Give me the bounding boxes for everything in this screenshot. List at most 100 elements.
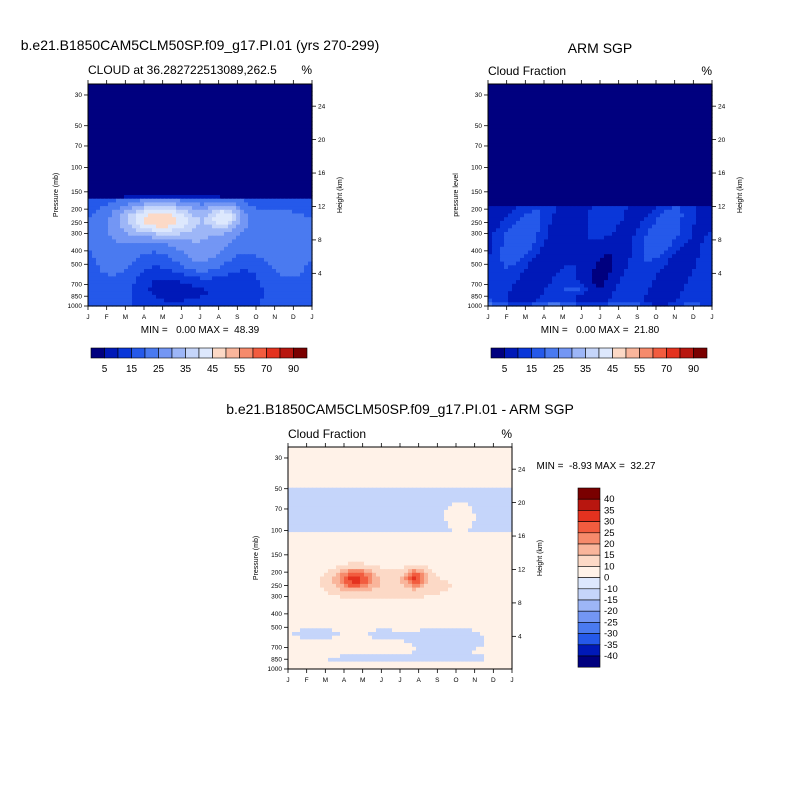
field-cell	[528, 128, 533, 133]
field-cell	[264, 220, 269, 226]
field-cell	[116, 187, 121, 192]
field-cell	[212, 198, 217, 203]
field-cell	[556, 87, 561, 92]
field-cell	[600, 165, 605, 170]
field-cell	[492, 106, 497, 111]
field-cell	[292, 191, 297, 196]
field-cell	[268, 250, 273, 255]
field-cell	[188, 213, 193, 218]
field-cell	[280, 180, 285, 185]
field-cell	[128, 272, 133, 277]
field-cell	[704, 117, 709, 122]
field-cell	[672, 146, 677, 152]
field-cell	[692, 150, 697, 155]
field-cell	[156, 135, 161, 141]
field-cell	[504, 124, 509, 129]
field-cell	[212, 195, 217, 200]
field-cell	[196, 272, 201, 277]
field-cell	[248, 195, 253, 200]
field-cell	[660, 180, 665, 185]
field-cell	[92, 280, 97, 285]
field-cell	[272, 254, 277, 259]
field-cell	[668, 109, 673, 115]
field-cell	[100, 294, 105, 300]
field-cell	[684, 102, 689, 107]
field-cell	[200, 102, 205, 107]
field-cell	[208, 198, 213, 203]
field-cell	[304, 84, 309, 89]
field-cell	[104, 283, 109, 289]
field-cell	[580, 143, 585, 148]
field-cell	[248, 128, 253, 133]
field-cell	[268, 128, 273, 133]
field-cell	[264, 232, 269, 237]
field-cell	[708, 95, 713, 100]
field-cell	[224, 95, 229, 100]
field-cell	[192, 95, 197, 100]
field-cell	[552, 180, 557, 185]
field-cell	[308, 135, 313, 141]
field-cell	[500, 135, 505, 141]
field-cell	[268, 228, 273, 233]
field-cell	[156, 254, 161, 259]
field-cell	[236, 95, 241, 100]
field-cell	[600, 146, 605, 152]
field-cell	[268, 198, 273, 203]
field-cell	[216, 183, 221, 189]
field-cell	[160, 280, 165, 285]
field-cell	[224, 220, 229, 226]
field-cell	[192, 224, 197, 229]
field-cell	[172, 294, 177, 300]
field-cell	[164, 202, 169, 207]
field-cell	[236, 172, 241, 178]
field-cell	[140, 132, 145, 137]
field-cell	[228, 250, 233, 255]
field-cell	[656, 154, 661, 159]
field-cell	[692, 135, 697, 141]
field-cell	[256, 272, 261, 277]
field-cell	[144, 132, 149, 137]
field-cell	[104, 261, 109, 266]
field-cell	[228, 113, 233, 118]
field-cell	[184, 187, 189, 192]
field-cell	[288, 302, 293, 307]
field-cell	[96, 272, 101, 277]
field-cell	[268, 165, 273, 170]
field-cell	[284, 206, 289, 211]
field-cell	[564, 121, 569, 126]
field-cell	[244, 143, 249, 148]
field-cell	[516, 146, 521, 152]
field-cell	[628, 102, 633, 107]
field-cell	[128, 161, 133, 166]
field-cell	[684, 180, 689, 185]
field-cell	[248, 232, 253, 237]
field-cell	[232, 220, 237, 226]
field-cell	[308, 220, 313, 226]
field-cell	[92, 95, 97, 100]
field-cell	[620, 161, 625, 166]
field-cell	[220, 250, 225, 255]
field-cell	[268, 150, 273, 155]
field-cell	[276, 298, 281, 303]
field-cell	[664, 135, 669, 141]
field-cell	[92, 143, 97, 148]
field-cell	[136, 243, 141, 248]
field-cell	[184, 209, 189, 215]
field-cell	[644, 113, 649, 118]
field-cell	[292, 139, 297, 144]
field-cell	[184, 161, 189, 166]
field-cell	[120, 154, 125, 159]
field-cell	[156, 183, 161, 189]
field-cell	[140, 165, 145, 170]
y2-tick-label: 12	[318, 204, 326, 211]
field-cell	[236, 143, 241, 148]
field-cell	[516, 180, 521, 185]
field-cell	[504, 106, 509, 111]
field-cell	[288, 294, 293, 300]
field-cell	[552, 106, 557, 111]
field-cell	[600, 91, 605, 96]
field-cell	[224, 206, 229, 211]
field-cell	[140, 269, 145, 274]
field-cell	[304, 102, 309, 107]
field-cell	[220, 109, 225, 115]
